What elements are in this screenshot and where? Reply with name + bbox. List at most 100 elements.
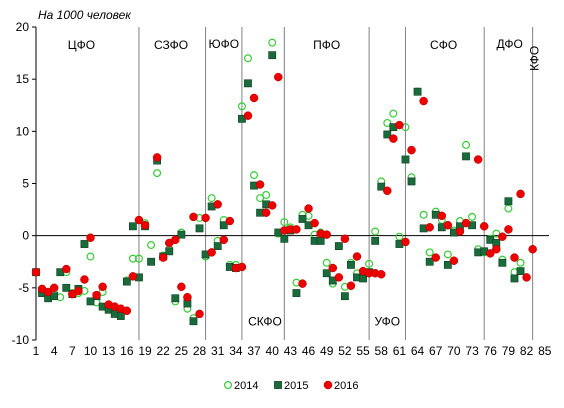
data-point-2015	[165, 247, 174, 256]
data-points	[31, 38, 537, 326]
data-point-2016	[492, 244, 501, 254]
data-point-2015	[413, 87, 422, 96]
data-point-2015	[322, 269, 331, 278]
data-point-2016	[292, 225, 301, 234]
x-tick-label: 73	[465, 344, 479, 358]
data-point-2015	[498, 258, 507, 267]
data-point-2015	[147, 257, 155, 266]
data-point-2016	[334, 273, 344, 282]
district-label: КФО	[528, 46, 542, 71]
data-point-2016	[98, 282, 107, 292]
data-point-2016	[437, 211, 447, 221]
data-point-2016	[189, 212, 198, 222]
data-point-2016	[177, 282, 186, 292]
data-point-2015	[298, 215, 307, 223]
data-point-2016	[274, 72, 283, 82]
data-point-2014	[153, 169, 162, 178]
x-tick-label: 64	[411, 344, 425, 358]
data-point-2016	[171, 235, 180, 245]
district-label: ДФО	[496, 37, 522, 51]
data-point-2016	[255, 180, 265, 189]
data-point-2016	[237, 262, 247, 272]
data-point-2016	[510, 253, 519, 262]
data-point-2016	[431, 253, 440, 262]
data-point-2015	[219, 221, 228, 230]
y-tick-label: 5	[22, 177, 29, 191]
data-point-2016	[322, 230, 331, 239]
x-tick-label: 70	[447, 344, 461, 358]
data-point-2016	[310, 218, 319, 228]
data-point-2016	[498, 232, 507, 241]
x-tick-label: 22	[157, 344, 171, 358]
data-point-2016	[31, 267, 41, 277]
y-tick-label: -5	[18, 281, 29, 295]
district-label: УФО	[374, 314, 400, 328]
data-point-2014	[134, 254, 143, 263]
data-point-2016	[49, 283, 59, 293]
data-point-2016	[267, 201, 277, 210]
data-point-2016	[201, 213, 210, 223]
x-tick-label: 76	[484, 344, 498, 358]
data-point-2016	[86, 233, 95, 243]
data-point-2014	[389, 109, 398, 118]
data-point-2015	[407, 177, 416, 186]
data-point-2015	[50, 292, 59, 301]
data-point-2015	[371, 236, 380, 245]
data-point-2015	[177, 230, 186, 239]
x-tick-label: 13	[102, 344, 116, 358]
data-point-2014	[147, 241, 156, 250]
legend: 2014 2015 2016	[224, 380, 358, 392]
x-tick-label: 61	[393, 344, 407, 358]
data-point-2016	[340, 234, 350, 244]
data-point-2015	[86, 297, 95, 306]
x-tick-label: 43	[284, 344, 298, 358]
legend-marker-2015	[274, 381, 282, 389]
data-point-2016	[528, 244, 537, 254]
data-point-2016	[298, 279, 307, 288]
district-label: СКФО	[248, 314, 282, 328]
x-tick-label: 46	[302, 344, 316, 358]
data-point-2015	[401, 155, 410, 164]
data-point-2014	[425, 248, 434, 257]
data-point-2016	[376, 270, 386, 279]
data-point-2015	[62, 283, 71, 292]
district-label: СФО	[430, 38, 457, 52]
data-point-2015	[316, 236, 325, 245]
data-point-2014	[268, 38, 277, 47]
data-point-2014	[468, 212, 477, 221]
data-point-2014	[383, 118, 392, 127]
data-point-2015	[504, 197, 513, 206]
data-point-2016	[516, 189, 525, 199]
data-point-2016	[425, 223, 434, 232]
data-point-2015	[425, 257, 434, 266]
data-point-2016	[449, 256, 459, 265]
data-point-2016	[389, 134, 398, 143]
legend-label: 2014	[234, 380, 258, 392]
data-point-2016	[395, 120, 404, 130]
x-tick-label: 67	[429, 344, 443, 358]
data-point-2016	[407, 145, 416, 155]
x-tick-label: 55	[356, 344, 370, 358]
data-point-2016	[419, 96, 428, 106]
data-point-2014	[371, 227, 380, 236]
data-point-2016	[140, 220, 150, 230]
region-labels: ЦФО СЗФО ЮФО СКФО ПФО УФО СФО ДФО КФО	[68, 37, 542, 329]
data-point-2016	[479, 222, 489, 231]
data-point-2015	[462, 152, 470, 161]
data-point-2015	[244, 79, 252, 88]
data-point-2014	[256, 194, 265, 203]
x-tick-label: 7	[69, 344, 76, 358]
data-point-2016	[249, 93, 259, 103]
data-point-2015	[195, 224, 204, 233]
data-point-2016	[207, 248, 216, 257]
data-point-2015	[347, 260, 355, 269]
legend-marker-2016	[323, 380, 333, 390]
data-point-2016	[261, 208, 271, 217]
data-point-2016	[213, 200, 222, 209]
data-point-2016	[328, 263, 338, 273]
data-point-2015	[334, 242, 343, 250]
data-point-2014	[250, 171, 259, 180]
data-point-2014	[243, 54, 252, 63]
data-point-2016	[401, 237, 410, 247]
